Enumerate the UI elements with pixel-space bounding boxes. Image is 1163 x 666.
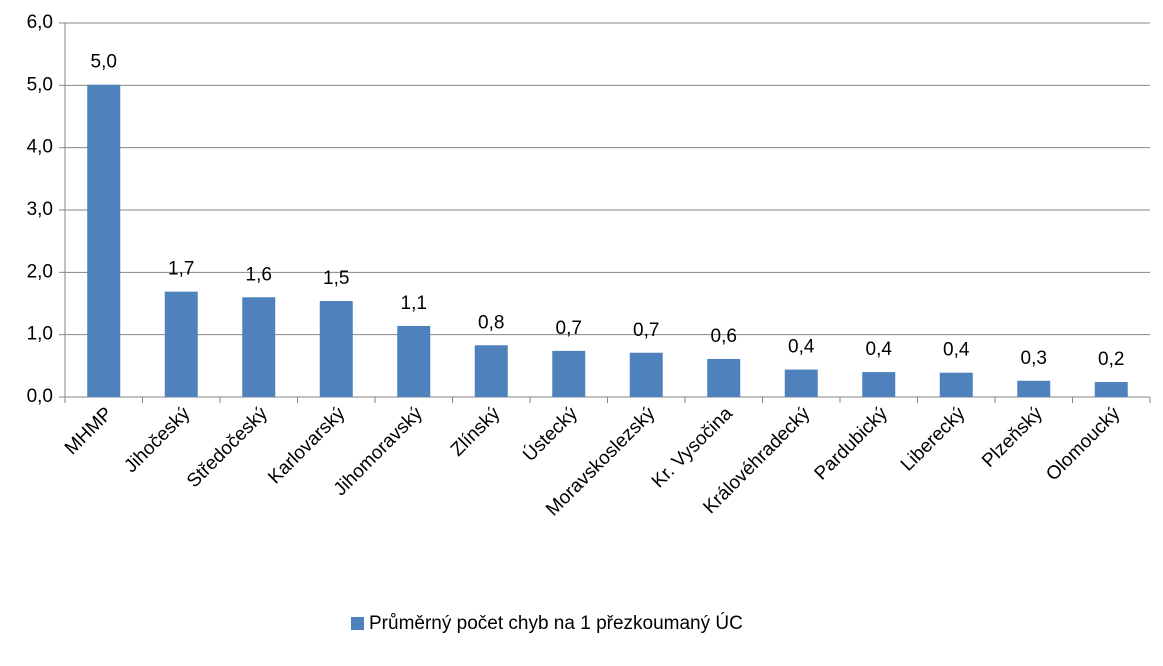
y-tick-label: 4,0	[27, 137, 53, 158]
bar	[552, 350, 586, 397]
value-label: 0,3	[1021, 348, 1047, 369]
bar	[784, 369, 818, 397]
value-label: 1,5	[323, 268, 349, 289]
bar	[939, 372, 973, 397]
value-label: 0,8	[478, 312, 504, 333]
x-tick-label: Zlínský	[447, 403, 505, 461]
bar	[862, 372, 896, 397]
y-tick-label: 5,0	[27, 74, 53, 95]
bar	[474, 345, 508, 397]
y-tick-label: 3,0	[27, 199, 53, 220]
value-label: 0,7	[633, 320, 659, 341]
bar	[397, 325, 431, 397]
value-label: 0,6	[711, 326, 737, 347]
y-tick-label: 0,0	[27, 386, 53, 407]
y-tick-label: 2,0	[27, 261, 53, 282]
bar	[707, 358, 741, 397]
bar	[1094, 382, 1128, 397]
value-label: 0,2	[1098, 349, 1124, 370]
bar	[242, 297, 276, 397]
x-tick-label: Středočeský	[183, 403, 272, 492]
bar	[87, 84, 121, 398]
value-label: 1,7	[168, 259, 194, 280]
y-tick-label: 1,0	[27, 324, 53, 345]
value-label: 0,4	[866, 339, 893, 360]
x-tick-label: Plzeňský	[978, 403, 1047, 472]
bar	[629, 352, 663, 397]
value-label: 0,4	[943, 340, 970, 361]
value-label: 1,1	[401, 293, 427, 314]
x-tick-label: Pardubický	[811, 403, 893, 485]
value-label: 1,6	[246, 264, 272, 285]
value-label: 5,0	[91, 52, 117, 73]
value-label: 0,4	[788, 337, 815, 358]
bar	[319, 301, 353, 397]
x-tick-label: Jihočeský	[120, 403, 194, 477]
bar	[1017, 380, 1051, 397]
x-tick-label: MHMP	[61, 403, 117, 459]
value-label: 0,7	[556, 318, 582, 339]
x-tick-label: Karlovarský	[264, 403, 349, 488]
legend-label: Průměrný počet chyb na 1 přezkoumaný ÚC	[369, 612, 743, 634]
x-tick-label: Ústecký	[518, 402, 582, 466]
legend-swatch	[351, 617, 364, 630]
bar	[164, 291, 198, 397]
y-tick-label: 6,0	[27, 12, 53, 33]
x-tick-label: Olomoucký	[1042, 403, 1124, 485]
x-tick-label: Liberecký	[897, 403, 970, 476]
